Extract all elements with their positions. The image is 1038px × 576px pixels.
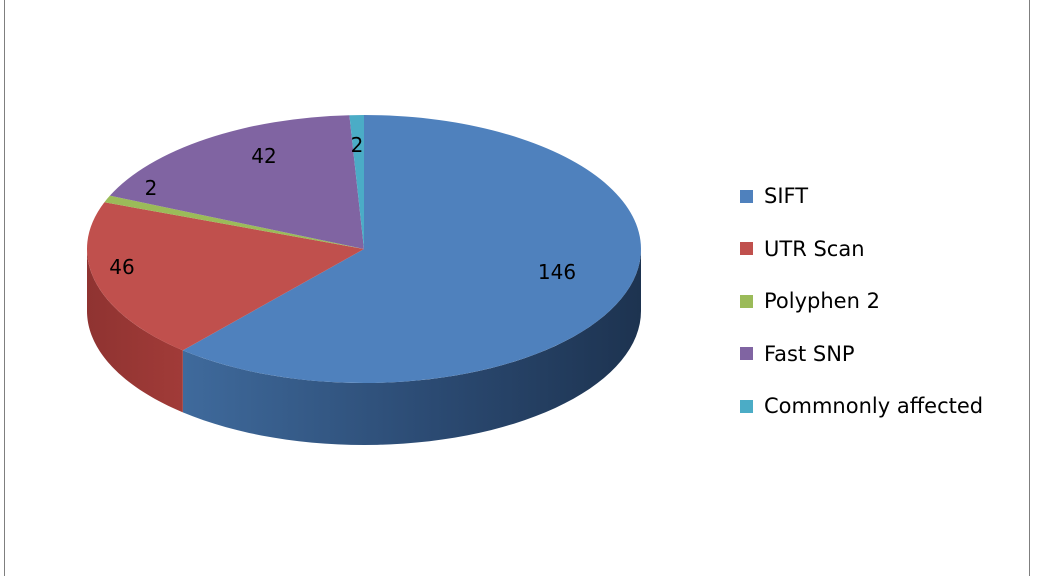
- data-label-utr-scan: 46: [109, 255, 134, 279]
- data-label-polyphen-2: 2: [145, 176, 158, 200]
- data-label-sift: 146: [538, 260, 576, 284]
- pie-slice-commnonly-affected: [349, 115, 364, 249]
- data-label-commnonly-affected: 2: [351, 133, 364, 157]
- pie-slice-polyphen-2: [104, 195, 364, 249]
- legend-swatch: [740, 189, 753, 203]
- legend-item-polyphen-2: Polyphen 2: [740, 275, 1030, 328]
- legend-swatch: [740, 399, 753, 413]
- pie-slice-utr-scan: [87, 202, 364, 351]
- pie-side-sift: [182, 249, 641, 445]
- legend: SIFT UTR Scan Polyphen 2 Fast SNP Commno…: [740, 170, 1030, 433]
- data-label-fast-snp: 42: [251, 144, 276, 168]
- pie-labels: 146 46 2 42 2: [109, 133, 576, 284]
- legend-label: Polyphen 2: [764, 289, 880, 314]
- legend-swatch: [740, 294, 753, 308]
- legend-swatch: [740, 347, 753, 361]
- legend-label: Fast SNP: [764, 341, 855, 366]
- pie-sides: [87, 249, 641, 445]
- legend-label: UTR Scan: [764, 236, 865, 261]
- pie-slice-sift: [182, 115, 641, 383]
- legend-label: SIFT: [764, 184, 809, 209]
- legend-item-fast-snp: Fast SNP: [740, 328, 1030, 381]
- legend-swatch: [740, 242, 753, 256]
- legend-item-utr-scan: UTR Scan: [740, 223, 1030, 276]
- legend-item-commnonly-affected: Commnonly affected: [740, 380, 1030, 433]
- pie-tops: [87, 115, 641, 383]
- legend-item-sift: SIFT: [740, 170, 1030, 223]
- pie-side-utr-scan: [87, 249, 183, 413]
- pie-slice-fast-snp: [109, 115, 365, 249]
- legend-label: Commnonly affected: [764, 394, 984, 419]
